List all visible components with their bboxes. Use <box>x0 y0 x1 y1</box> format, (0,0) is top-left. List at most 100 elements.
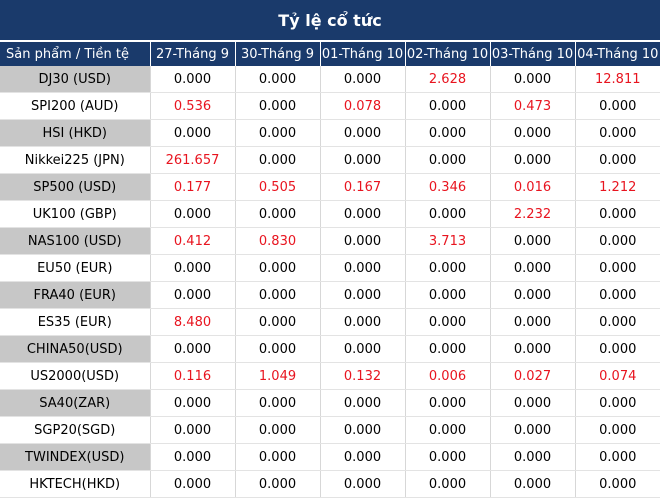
product-cell: NAS100 (USD) <box>0 227 151 255</box>
value-cell: 0.000 <box>150 443 236 471</box>
value-cell: 0.000 <box>150 66 236 93</box>
value-cell: 2.232 <box>490 200 576 228</box>
value-cell: 0.006 <box>405 362 491 390</box>
product-cell: FRA40 (EUR) <box>0 281 151 309</box>
value-cell: 0.346 <box>405 173 491 201</box>
value-cell: 0.000 <box>320 200 406 228</box>
table-row: NAS100 (USD) 0.412 0.830 0.000 3.713 0.000 0.0… <box>0 227 660 255</box>
table-row: HSI (HKD) 0.000 0.000 0.000 0.000 0.000 0.000 <box>0 119 660 147</box>
value-cell: 0.000 <box>320 281 406 309</box>
value-cell: 0.000 <box>235 66 321 93</box>
value-cell: 261.657 <box>150 146 236 174</box>
value-cell: 0.000 <box>235 92 321 120</box>
value-cell: 0.000 <box>575 146 660 174</box>
value-cell: 0.177 <box>150 173 236 201</box>
value-cell: 0.000 <box>490 335 576 363</box>
value-cell: 0.000 <box>150 416 236 444</box>
product-cell: EU50 (EUR) <box>0 254 151 282</box>
product-cell: SP500 (USD) <box>0 173 151 201</box>
value-cell: 0.000 <box>150 470 236 498</box>
product-cell: SA40(ZAR) <box>0 389 151 417</box>
value-cell: 0.000 <box>235 281 321 309</box>
value-cell: 3.713 <box>405 227 491 255</box>
value-cell: 0.412 <box>150 227 236 255</box>
product-cell: ES35 (EUR) <box>0 308 151 336</box>
value-cell: 0.000 <box>235 443 321 471</box>
value-cell: 0.116 <box>150 362 236 390</box>
header-date: 02-Tháng 10 <box>405 42 491 66</box>
table-row: HKTECH(HKD) 0.000 0.000 0.000 0.000 0.000 0.00… <box>0 470 660 498</box>
value-cell: 0.000 <box>490 66 576 93</box>
product-cell: SGP20(SGD) <box>0 416 151 444</box>
value-cell: 1.049 <box>235 362 321 390</box>
table-row: ES35 (EUR) 8.480 0.000 0.000 0.000 0.000 0.000 <box>0 308 660 336</box>
value-cell: 0.000 <box>575 119 660 147</box>
value-cell: 0.000 <box>575 227 660 255</box>
value-cell: 0.000 <box>405 308 491 336</box>
value-cell: 0.000 <box>320 66 406 93</box>
value-cell: 0.000 <box>490 443 576 471</box>
value-cell: 0.000 <box>150 200 236 228</box>
value-cell: 0.000 <box>235 119 321 147</box>
value-cell: 0.000 <box>405 443 491 471</box>
value-cell: 0.000 <box>575 281 660 309</box>
value-cell: 0.000 <box>235 335 321 363</box>
value-cell: 0.000 <box>320 119 406 147</box>
value-cell: 0.000 <box>320 308 406 336</box>
table-row: EU50 (EUR) 0.000 0.000 0.000 0.000 0.000 0.000 <box>0 254 660 282</box>
value-cell: 0.473 <box>490 92 576 120</box>
header-date: 27-Tháng 9 <box>150 42 236 66</box>
value-cell: 0.000 <box>150 119 236 147</box>
product-cell: HSI (HKD) <box>0 119 151 147</box>
value-cell: 0.000 <box>490 281 576 309</box>
value-cell: 0.505 <box>235 173 321 201</box>
value-cell: 0.000 <box>575 92 660 120</box>
value-cell: 0.000 <box>490 308 576 336</box>
value-cell: 1.212 <box>575 173 660 201</box>
value-cell: 0.000 <box>490 416 576 444</box>
value-cell: 0.000 <box>235 146 321 174</box>
value-cell: 0.000 <box>235 470 321 498</box>
value-cell: 0.000 <box>320 470 406 498</box>
table-row: SA40(ZAR) 0.000 0.000 0.000 0.000 0.000 0.000 <box>0 389 660 417</box>
table-row: SP500 (USD) 0.177 0.505 0.167 0.346 0.016 1.21… <box>0 173 660 201</box>
value-cell: 0.000 <box>575 416 660 444</box>
value-cell: 0.000 <box>575 470 660 498</box>
value-cell: 0.000 <box>575 200 660 228</box>
dividend-table: Sản phẩm / Tiền tệ 27-Tháng 9 30-Tháng 9… <box>0 42 660 498</box>
value-cell: 0.000 <box>405 200 491 228</box>
value-cell: 0.000 <box>405 389 491 417</box>
table-row: CHINA50(USD) 0.000 0.000 0.000 0.000 0.000 0.0… <box>0 335 660 363</box>
product-cell: TWINDEX(USD) <box>0 443 151 471</box>
value-cell: 8.480 <box>150 308 236 336</box>
value-cell: 0.000 <box>405 335 491 363</box>
value-cell: 0.830 <box>235 227 321 255</box>
value-cell: 0.000 <box>320 254 406 282</box>
value-cell: 0.027 <box>490 362 576 390</box>
table-row: FRA40 (EUR) 0.000 0.000 0.000 0.000 0.000 0.00… <box>0 281 660 309</box>
value-cell: 0.074 <box>575 362 660 390</box>
product-cell: CHINA50(USD) <box>0 335 151 363</box>
value-cell: 0.000 <box>490 119 576 147</box>
value-cell: 0.000 <box>405 281 491 309</box>
product-cell: DJ30 (USD) <box>0 66 151 93</box>
value-cell: 0.000 <box>405 146 491 174</box>
table-row: US2000(USD) 0.116 1.049 0.132 0.006 0.027 0.07… <box>0 362 660 390</box>
product-cell: Nikkei225 (JPN) <box>0 146 151 174</box>
header-date: 01-Tháng 10 <box>320 42 406 66</box>
value-cell: 0.000 <box>235 308 321 336</box>
table-row: Nikkei225 (JPN) 261.657 0.000 0.000 0.000 0.0… <box>0 146 660 174</box>
value-cell: 0.000 <box>235 254 321 282</box>
header-date: 03-Tháng 10 <box>490 42 576 66</box>
value-cell: 0.000 <box>150 335 236 363</box>
value-cell: 0.000 <box>235 416 321 444</box>
value-cell: 12.811 <box>575 66 660 93</box>
value-cell: 0.000 <box>575 389 660 417</box>
value-cell: 0.132 <box>320 362 406 390</box>
header-date: 04-Tháng 10 <box>575 42 660 66</box>
value-cell: 0.167 <box>320 173 406 201</box>
value-cell: 0.016 <box>490 173 576 201</box>
value-cell: 0.000 <box>320 146 406 174</box>
value-cell: 0.000 <box>235 200 321 228</box>
product-cell: SPI200 (AUD) <box>0 92 151 120</box>
